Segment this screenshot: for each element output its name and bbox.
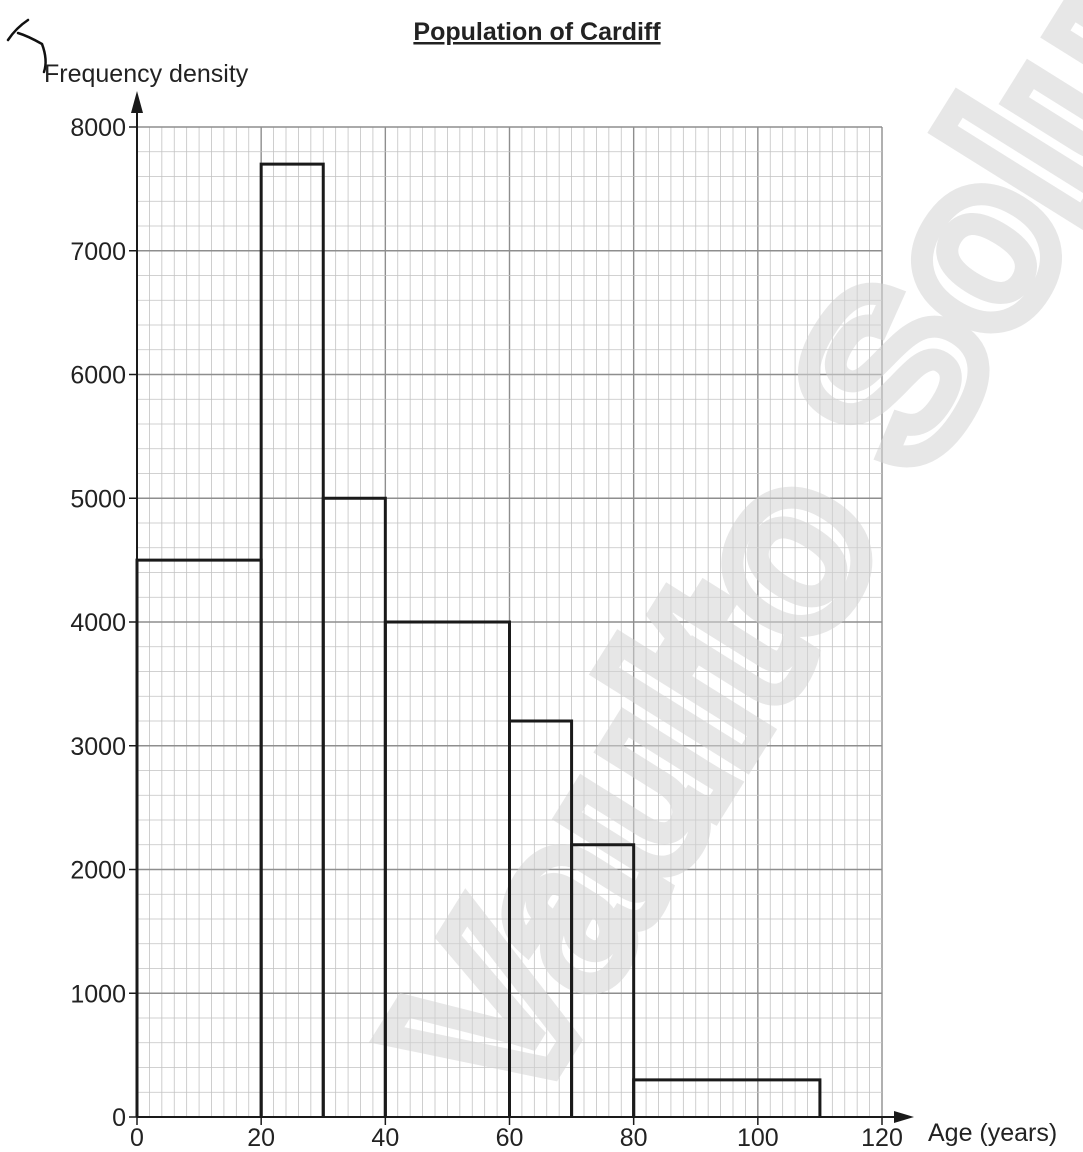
y-tick-label: 4000 xyxy=(70,609,126,637)
histogram-bar xyxy=(632,1078,822,1117)
y-tick-label: 5000 xyxy=(70,485,126,513)
y-tick-label: 3000 xyxy=(70,733,126,761)
y-tick-label: 1000 xyxy=(70,980,126,1008)
x-tick-label: 80 xyxy=(620,1124,648,1152)
x-tick-label: 0 xyxy=(130,1124,144,1152)
x-axis-label: Age (years) xyxy=(928,1119,1057,1147)
y-marker-annotation xyxy=(6,18,47,74)
tick-labels: 0 20 40 60 80 100 120 0 1000 2000 3000 4000 5000 6000… xyxy=(70,114,902,1152)
y-tick-label: 8000 xyxy=(70,114,126,142)
x-tick-label: 40 xyxy=(371,1124,399,1152)
x-tick-label: 120 xyxy=(861,1124,903,1152)
y-tick-label: 0 xyxy=(112,1104,126,1132)
y-axis-arrowhead xyxy=(131,91,143,113)
x-tick-label: 20 xyxy=(247,1124,275,1152)
y-axis-label: Frequency density xyxy=(44,60,249,88)
chart-title: Population of Cardiff xyxy=(413,18,661,46)
y-tick-label: 2000 xyxy=(70,857,126,885)
x-tick-label: 100 xyxy=(737,1124,779,1152)
x-tick-label: 60 xyxy=(496,1124,524,1152)
histogram-bar xyxy=(259,162,325,1117)
y-tick-label: 7000 xyxy=(70,238,126,266)
watermark-text: Vaulto Solutions xyxy=(344,0,1083,1146)
y-tick-label: 6000 xyxy=(70,362,126,390)
x-axis-arrowhead xyxy=(894,1111,914,1123)
histogram-bar xyxy=(570,843,636,1117)
watermark: Vaulto Solutions xyxy=(333,0,1083,1152)
chart-axes xyxy=(131,91,914,1123)
